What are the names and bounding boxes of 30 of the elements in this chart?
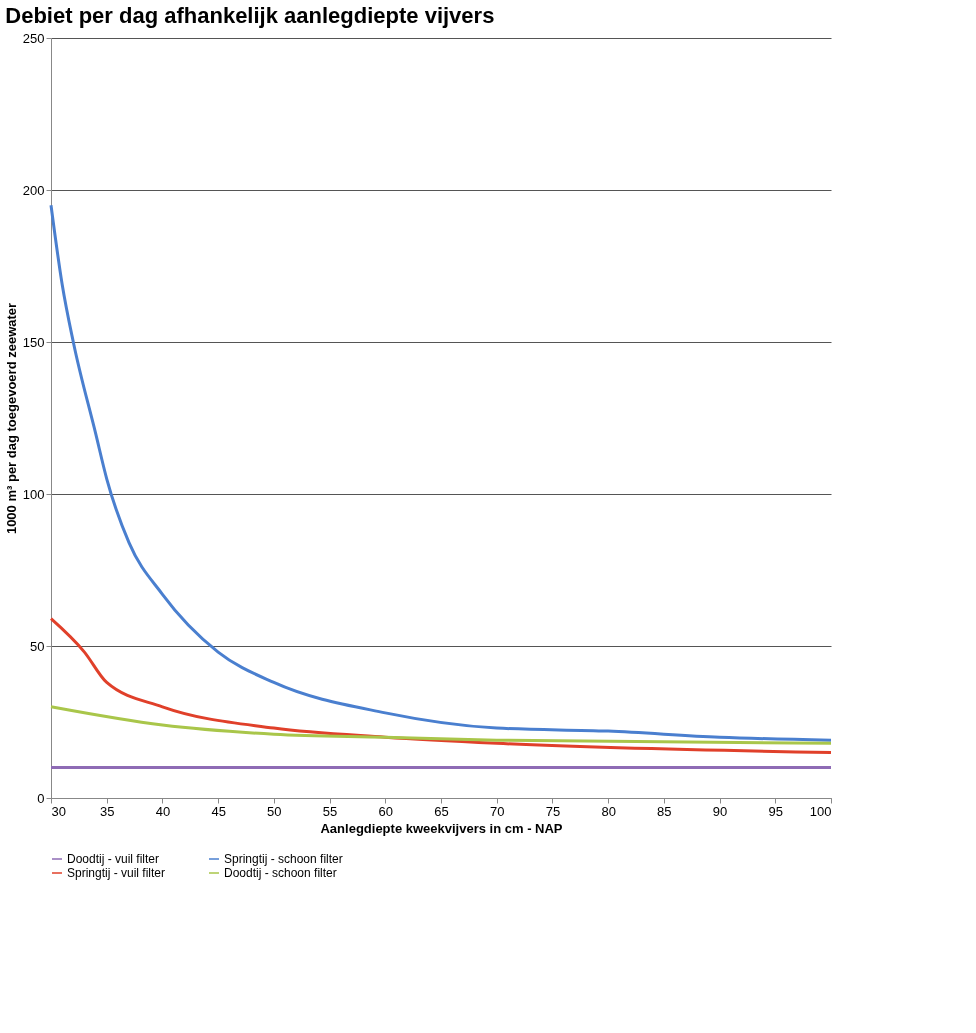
x-tick-label: 70: [489, 803, 505, 819]
x-tick-label: 45: [211, 803, 226, 819]
x-tick-label: 30: [51, 803, 66, 819]
y-tick-label: 200: [22, 182, 45, 198]
y-tick-label: 50: [30, 638, 45, 654]
x-tick-label: 100: [809, 803, 832, 819]
y-tick-label: 100: [22, 486, 45, 502]
x-axis-title: Aanlegdiepte kweekvijvers in cm - NAP: [320, 820, 563, 836]
y-tick-label: 0: [37, 790, 45, 806]
legend-label: Springtij - vuil filter: [67, 866, 166, 880]
legend-label: Doodtij - vuil filter: [67, 852, 160, 866]
y-tick-label: 150: [22, 334, 45, 350]
x-tick-label: 80: [601, 803, 616, 819]
x-tick-label: 85: [657, 803, 672, 819]
line-series: [49, 203, 833, 742]
x-tick-label: 35: [99, 803, 115, 819]
x-tick-label: 60: [378, 803, 394, 819]
x-tick-label: 65: [434, 803, 449, 819]
line-series: [49, 705, 833, 745]
x-tick-label: 50: [267, 803, 282, 819]
y-axis-title: 1000 m³ per dag toegevoerd zeewater: [3, 302, 19, 535]
chart-title: Debiet per dag afhankelijk aanlegdiepte vijvers: [5, 3, 495, 28]
x-tick-label: 90: [712, 803, 728, 819]
x-tick-label: 55: [322, 803, 338, 819]
x-tick-label: 75: [545, 803, 561, 819]
legend-label: Doodtij - schoon filter: [224, 866, 337, 880]
y-tick-label: 250: [22, 30, 45, 46]
x-tick-label: 40: [155, 803, 171, 819]
legend-label: Springtij - schoon filter: [224, 852, 343, 866]
x-tick-label: 95: [768, 803, 784, 819]
